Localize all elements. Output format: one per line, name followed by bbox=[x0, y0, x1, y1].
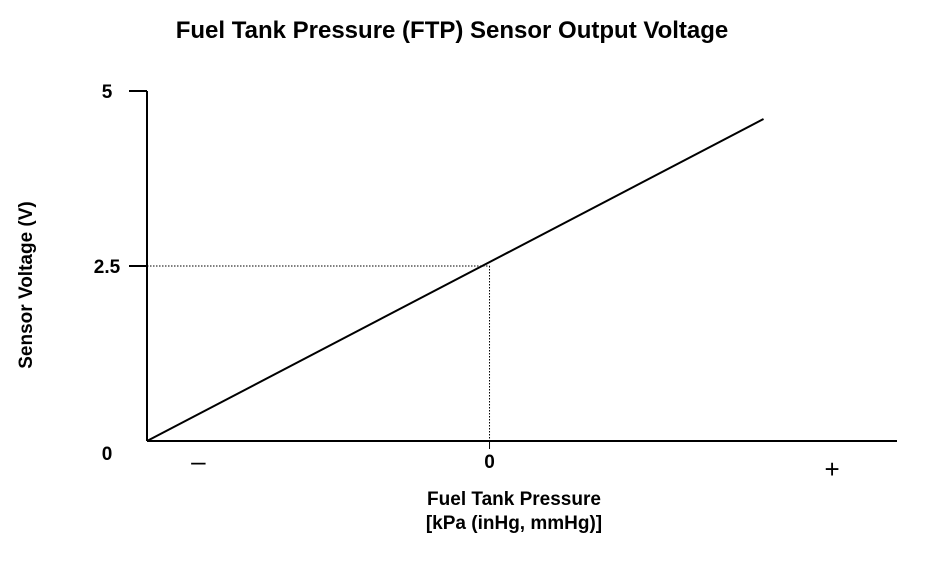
x-tick-label-2: + bbox=[824, 454, 839, 484]
y-tick-label-2: 5 bbox=[102, 82, 113, 103]
y-tick-label-1: 2.5 bbox=[94, 257, 121, 278]
chart-title: Fuel Tank Pressure (FTP) Sensor Output V… bbox=[176, 17, 729, 44]
series bbox=[146, 118, 765, 442]
x-tick-label-1: 0 bbox=[484, 452, 495, 473]
y-axis-label: Sensor Voltage (V) bbox=[16, 201, 37, 369]
x-axis-units-label: [kPa (inHg, mmHg)] bbox=[426, 513, 602, 534]
y-ticks: 02.55 bbox=[94, 82, 147, 465]
x-ticks: – 0 + bbox=[191, 441, 840, 484]
series-line-0 bbox=[146, 118, 765, 442]
y-tick-label-0: 0 bbox=[102, 444, 113, 465]
x-axis-label: Fuel Tank Pressure bbox=[427, 489, 601, 510]
x-tick-label-0: – bbox=[191, 446, 206, 476]
reference-lines bbox=[129, 265, 491, 441]
